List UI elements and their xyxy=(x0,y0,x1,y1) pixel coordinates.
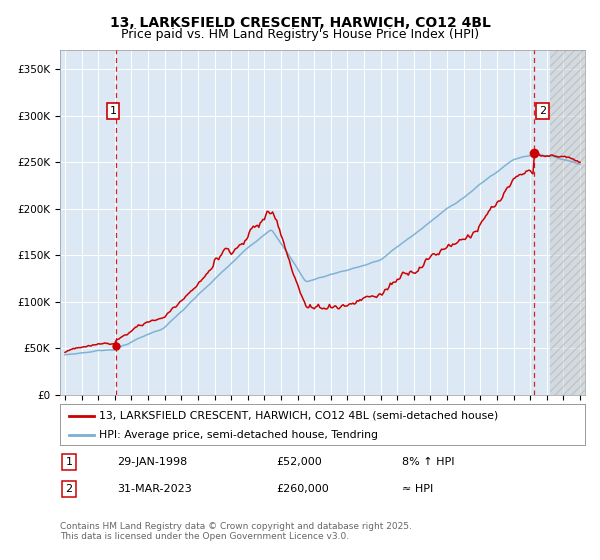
Text: 13, LARKSFIELD CRESCENT, HARWICH, CO12 4BL (semi-detached house): 13, LARKSFIELD CRESCENT, HARWICH, CO12 4… xyxy=(100,411,499,421)
Text: £52,000: £52,000 xyxy=(276,457,322,467)
Text: Contains HM Land Registry data © Crown copyright and database right 2025.
This d: Contains HM Land Registry data © Crown c… xyxy=(60,522,412,542)
Text: Price paid vs. HM Land Registry's House Price Index (HPI): Price paid vs. HM Land Registry's House … xyxy=(121,28,479,41)
Text: 8% ↑ HPI: 8% ↑ HPI xyxy=(402,457,455,467)
Text: £260,000: £260,000 xyxy=(276,484,329,494)
Text: 13, LARKSFIELD CRESCENT, HARWICH, CO12 4BL: 13, LARKSFIELD CRESCENT, HARWICH, CO12 4… xyxy=(110,16,490,30)
Text: 1: 1 xyxy=(65,457,73,467)
Text: HPI: Average price, semi-detached house, Tendring: HPI: Average price, semi-detached house,… xyxy=(100,430,379,440)
Text: 2: 2 xyxy=(539,106,546,116)
Text: 31-MAR-2023: 31-MAR-2023 xyxy=(117,484,192,494)
Bar xyxy=(550,50,585,395)
Text: 1: 1 xyxy=(109,106,116,116)
Text: ≈ HPI: ≈ HPI xyxy=(402,484,433,494)
Text: 29-JAN-1998: 29-JAN-1998 xyxy=(117,457,187,467)
Text: 2: 2 xyxy=(65,484,73,494)
